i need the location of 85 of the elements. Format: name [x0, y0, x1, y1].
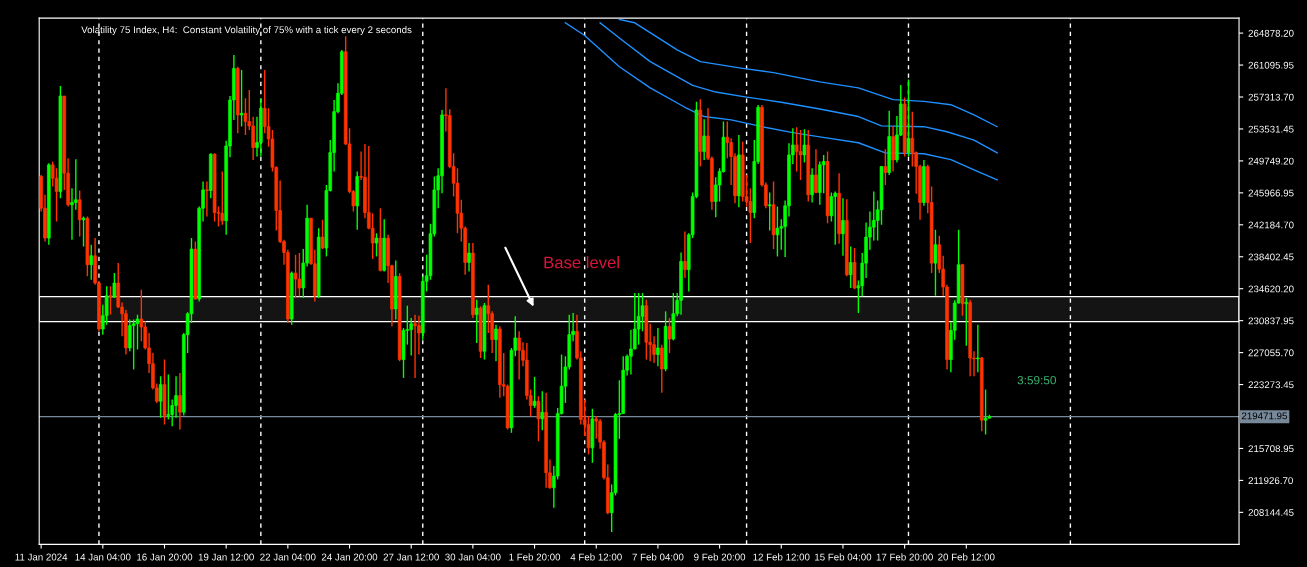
candlestick: [77, 189, 82, 238]
candlestick: [166, 373, 171, 421]
candlestick: [636, 292, 641, 346]
x-tick-label: 22 Jan 04:00: [260, 553, 316, 561]
candlestick: [810, 167, 814, 204]
band-label: Base level: [544, 256, 619, 269]
x-tick-label: 30 Jan 04:00: [445, 553, 501, 561]
candlestick: [833, 190, 838, 246]
candlestick: [494, 323, 498, 362]
candlestick: [683, 230, 687, 279]
x-tick-label: 9 Feb 20:00: [694, 553, 746, 561]
candlestick: [239, 69, 244, 128]
x-tick-label: 27 Jan 12:00: [383, 553, 439, 561]
y-tick-label: 253531.45: [1248, 125, 1294, 133]
candlestick: [702, 118, 706, 161]
line-series: [599, 22, 998, 154]
y-tick-label: 230837.95: [1248, 317, 1294, 325]
candlestick: [293, 254, 298, 299]
candlestick: [910, 110, 915, 168]
candlestick: [659, 343, 664, 394]
x-tick-label: 4 Feb 12:00: [570, 553, 622, 561]
candlestick: [814, 148, 818, 194]
candlestick: [320, 219, 325, 250]
candlestick: [829, 191, 834, 223]
y-tick-label: 245966.95: [1248, 189, 1294, 197]
candlestick: [667, 317, 672, 354]
y-tick-label: 208144.45: [1248, 509, 1294, 516]
line-series: [618, 18, 998, 128]
candlestick: [775, 205, 780, 258]
y-tick-label: 227055.70: [1248, 349, 1294, 357]
line-series: [564, 22, 998, 181]
y-tick-label: 238402.45: [1248, 253, 1294, 261]
y-tick-label: 261095.95: [1248, 61, 1294, 69]
candlestick: [108, 285, 113, 316]
candlestick: [540, 390, 545, 431]
candlestick: [536, 395, 541, 442]
candlestick: [906, 78, 911, 158]
y-tick-label: 234620.20: [1248, 285, 1294, 293]
y-tick-label: 215708.95: [1248, 445, 1294, 453]
candlestick: [205, 180, 209, 218]
candlestick: [517, 330, 521, 381]
candlestick: [883, 148, 888, 186]
candlestick: [802, 128, 807, 164]
y-tick-label: 257313.70: [1248, 93, 1294, 101]
x-tick-label: 14 Jan 04:00: [75, 553, 131, 561]
candlestick: [964, 297, 969, 347]
candlestick: [112, 272, 117, 299]
y-tick-label: 211926.70: [1248, 477, 1293, 485]
y-tick-label: 249749.20: [1248, 157, 1294, 165]
candlestick: [81, 215, 86, 248]
x-tick-label: 15 Feb 04:00: [815, 553, 872, 561]
candlestick: [89, 244, 94, 281]
candlestick: [220, 170, 225, 226]
candlestick: [131, 318, 136, 371]
candlestick: [178, 372, 182, 431]
y-tick-label: 223273.45: [1248, 381, 1294, 389]
candlestick: [467, 242, 471, 273]
candlestick: [841, 197, 845, 257]
x-tick-label: 16 Jan 20:00: [137, 553, 193, 561]
candlestick: [976, 323, 980, 373]
candlestick: [891, 125, 895, 173]
x-tick-label: 1 Feb 20:00: [509, 553, 561, 561]
candlestick: [413, 313, 417, 379]
candlestick: [629, 328, 633, 376]
y-tick-label: 264878.20: [1248, 29, 1294, 37]
candlestick: [474, 298, 479, 344]
x-tick-label: 7 Feb 04:00: [632, 553, 684, 561]
candlestick: [532, 376, 537, 409]
x-tick-label: 11 Jan 2024: [15, 553, 68, 561]
candlestick: [297, 252, 302, 298]
candlestick: [656, 327, 660, 367]
text: Volatility 75 Index, H4: Constant Volatility of 75% with a tick every 2 seconds: [81, 26, 412, 36]
x-tick-label: 20 Feb 12:00: [938, 553, 995, 561]
x-tick-label: 12 Feb 12:00: [753, 553, 810, 561]
candlestick: [374, 232, 379, 258]
x-tick-label: 24 Jan 20:00: [321, 553, 378, 561]
y-tick-label: 242184.70: [1248, 221, 1294, 229]
candlestick: [767, 191, 772, 232]
candlestick: [798, 129, 803, 181]
candlestick: [983, 388, 988, 436]
x-tick-label: 19 Jan 12:00: [198, 553, 254, 561]
annotation: 3:59:50: [1017, 376, 1056, 385]
x-tick-label: 17 Feb 20:00: [876, 553, 933, 561]
ref-line-label: 219471.95: [1241, 412, 1287, 420]
candlestick: [370, 212, 375, 260]
